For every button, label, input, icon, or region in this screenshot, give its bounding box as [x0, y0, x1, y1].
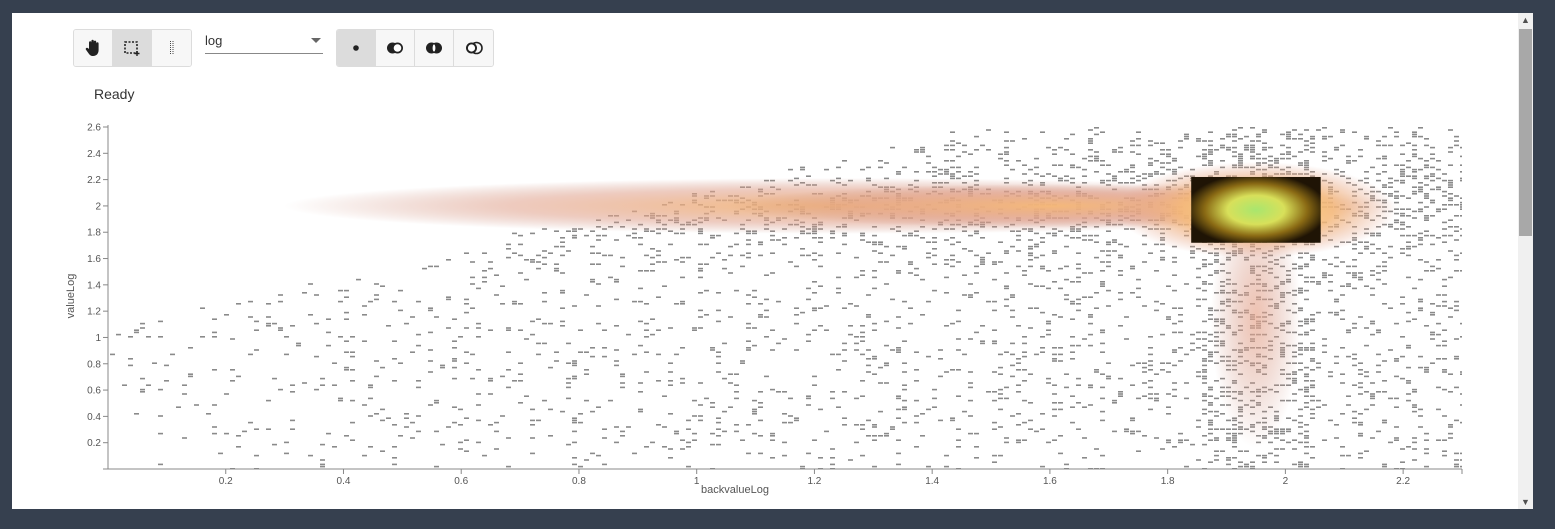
y-tick-label: 2.4 — [87, 149, 101, 160]
scroll-down-arrow-icon[interactable]: ▼ — [1521, 497, 1530, 507]
mode-subtract-button[interactable] — [454, 30, 493, 66]
y-tick-label: 1.6 — [87, 254, 101, 265]
y-axis-label: valueLog — [65, 274, 77, 319]
vertical-scrollbar[interactable]: ▲ ▼ — [1518, 13, 1533, 509]
mode-and-button[interactable] — [415, 30, 454, 66]
scale-select-value: log — [205, 33, 223, 48]
x-tick-label: 1.4 — [925, 476, 939, 487]
scroll-up-arrow-icon[interactable]: ▲ — [1521, 15, 1530, 25]
plot-panel: log — [12, 13, 1518, 509]
x-tick-label: 1.2 — [807, 476, 821, 487]
y-tick-label: 1.8 — [87, 228, 101, 239]
y-tick-label: 1.2 — [87, 307, 101, 318]
y-tick-label: 1.4 — [87, 280, 101, 291]
x-tick-label: 2 — [1283, 476, 1289, 487]
status-text: Ready — [94, 86, 135, 102]
x-tick-label: 0.2 — [219, 476, 233, 487]
y-tick-label: 0.8 — [87, 359, 101, 370]
tool-button-group — [73, 29, 192, 67]
intersect-icon — [426, 42, 442, 54]
x-tick-label: 2.2 — [1396, 476, 1410, 487]
lasso-select-tool-button[interactable] — [152, 30, 191, 66]
selection-rectangle[interactable] — [1191, 176, 1321, 243]
hand-icon — [85, 39, 99, 56]
mode-replace-button[interactable] — [337, 30, 376, 66]
scrollbar-thumb[interactable] — [1519, 29, 1532, 236]
y-tick-label: 2.6 — [87, 123, 101, 134]
x-tick-label: 0.4 — [337, 476, 351, 487]
dotted-line-icon — [169, 41, 173, 55]
x-tick-label: 0.6 — [454, 476, 468, 487]
subtract-icon — [465, 41, 483, 55]
dot-icon — [353, 45, 359, 51]
chevron-down-icon — [311, 38, 321, 43]
union-icon — [387, 42, 403, 54]
axes-layer: 0.2 0.4 0.6 0.8 1 1.2 1.4 1.6 1.8 2 2.2 0.2 0.4 0.6 0.… — [65, 123, 1463, 496]
rectangle-select-tool-button[interactable] — [113, 30, 152, 66]
y-tick-label: 2 — [95, 201, 101, 212]
rectangle-select-icon — [124, 41, 140, 56]
x-tick-label: 1.8 — [1161, 476, 1175, 487]
y-tick-label: 0.6 — [87, 386, 101, 397]
heatmap-chart[interactable]: 0.2 0.4 0.6 0.8 1 1.2 1.4 1.6 1.8 2 2.2 0.2 0.4 0.6 0.… — [12, 13, 1518, 509]
x-axis-label: backvalueLog — [701, 484, 769, 496]
y-tick-label: 2.2 — [87, 175, 101, 186]
y-tick-label: 1 — [95, 333, 101, 344]
selection-mode-group — [336, 29, 494, 67]
pan-tool-button[interactable] — [74, 30, 113, 66]
scale-select[interactable]: log — [205, 31, 323, 54]
y-tick-label: 0.4 — [87, 412, 101, 423]
x-tick-label: 1.6 — [1043, 476, 1057, 487]
mode-or-button[interactable] — [376, 30, 415, 66]
x-tick-label: 1 — [694, 476, 700, 487]
selection-layer — [1191, 176, 1321, 243]
x-tick-label: 0.8 — [572, 476, 586, 487]
y-tick-label: 0.2 — [87, 438, 101, 449]
